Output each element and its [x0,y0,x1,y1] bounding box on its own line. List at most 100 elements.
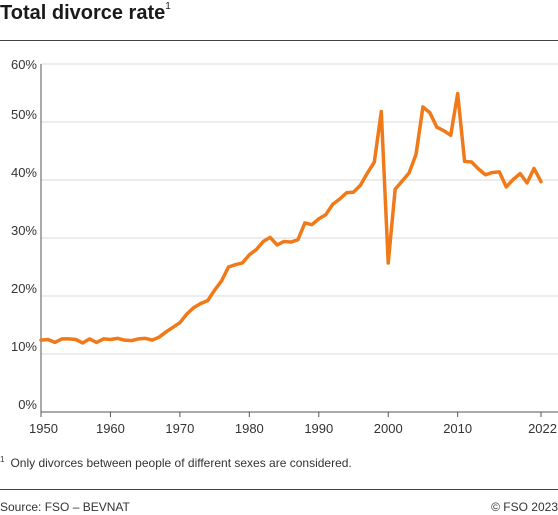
data-point [358,183,362,187]
data-point [282,239,286,243]
data-point [428,111,432,115]
data-point [303,221,307,225]
data-point [129,339,133,343]
x-tick-label: 2022 [528,421,557,436]
data-point [95,340,99,344]
data-point [199,302,203,306]
line-chart: 0% 10% 20% 30% 40% 50% 60% 1950 1960 1970 1980 199… [11,57,558,436]
data-point [483,173,487,177]
data-point [518,172,522,176]
data-point [345,191,349,195]
data-point [372,160,376,164]
x-tick-label: 1970 [165,421,194,436]
data-point [449,133,453,137]
chart-title-text: Total divorce rate [0,2,166,24]
data-point [275,243,279,247]
data-point [379,110,383,114]
data-point [268,235,272,239]
y-tick-label: 40% [11,165,37,180]
y-tick-label: 30% [11,223,37,238]
data-point [386,261,390,265]
data-point [185,312,189,316]
data-point [463,159,467,163]
x-tick-label: 2000 [374,421,403,436]
data-point [220,279,224,283]
data-point [352,190,355,194]
data-point [74,338,78,341]
x-tick-label: 1950 [29,421,58,436]
title-footnote-mark: 1 [165,1,171,13]
footnote: 1 Only divorces between people of differe… [0,455,352,470]
data-point [338,197,342,201]
y-tick-label: 10% [11,339,37,354]
y-tick-label: 60% [11,57,37,72]
data-point [136,337,140,341]
data-point [317,217,321,221]
data-point [310,223,314,227]
data-point [261,239,265,243]
data-point [296,238,300,242]
data-point [233,263,237,267]
data-point [414,152,418,156]
data-point [192,306,196,310]
data-point [46,338,50,341]
y-axis-ticks: 0% 10% 20% 30% 40% 50% 60% [11,57,37,412]
data-point [157,335,161,339]
data-point [143,336,147,340]
data-point [227,265,230,269]
x-axis-ticks: 1950 1960 1970 1980 1990 2000 2010 2022 [29,412,557,436]
footnote-text: Only divorces between people of differen… [10,456,352,470]
footnote-mark: 1 [0,455,5,464]
y-tick-label: 0% [18,397,37,412]
y-tick-label: 50% [11,107,37,122]
footer-divider [0,489,558,490]
data-point [164,330,168,334]
data-point [407,171,411,175]
data-point [470,160,474,164]
data-point [67,337,71,341]
x-tick-label: 1990 [304,421,333,436]
data-point [115,336,119,340]
series-line [39,91,543,345]
data-point [150,338,154,342]
data-point [331,202,335,206]
data-point [490,170,494,174]
data-point [102,337,105,341]
copyright-text: © FSO 2023 [491,500,558,514]
x-tick-label: 1960 [96,421,125,436]
data-point [122,338,126,342]
data-point [365,171,369,175]
data-point [442,129,446,133]
data-point [525,181,529,185]
grid-lines [40,63,558,413]
data-point [456,92,460,96]
chart-title: Total divorce rate1 [0,1,171,25]
data-point [497,170,501,174]
x-tick-label: 1980 [235,421,264,436]
y-tick-label: 20% [11,281,37,296]
data-point [60,337,64,341]
data-point [504,185,508,189]
data-point [178,321,182,325]
data-point [108,338,112,341]
data-point [421,105,425,109]
header-divider [0,40,558,41]
data-point [324,213,328,217]
data-point [254,248,258,252]
source-text: Source: FSO – BEVNAT [0,500,130,514]
data-point [539,180,543,184]
data-point [53,340,57,344]
data-point [206,299,210,303]
data-point [213,288,217,292]
data-point [171,325,175,329]
data-point [39,338,43,342]
data-point [247,253,251,257]
data-point [81,341,85,345]
data-points [39,92,543,345]
data-point [88,337,92,341]
data-point [435,125,439,129]
data-point [400,179,404,183]
data-point [511,177,515,181]
data-point [289,240,293,244]
data-point [240,261,244,265]
